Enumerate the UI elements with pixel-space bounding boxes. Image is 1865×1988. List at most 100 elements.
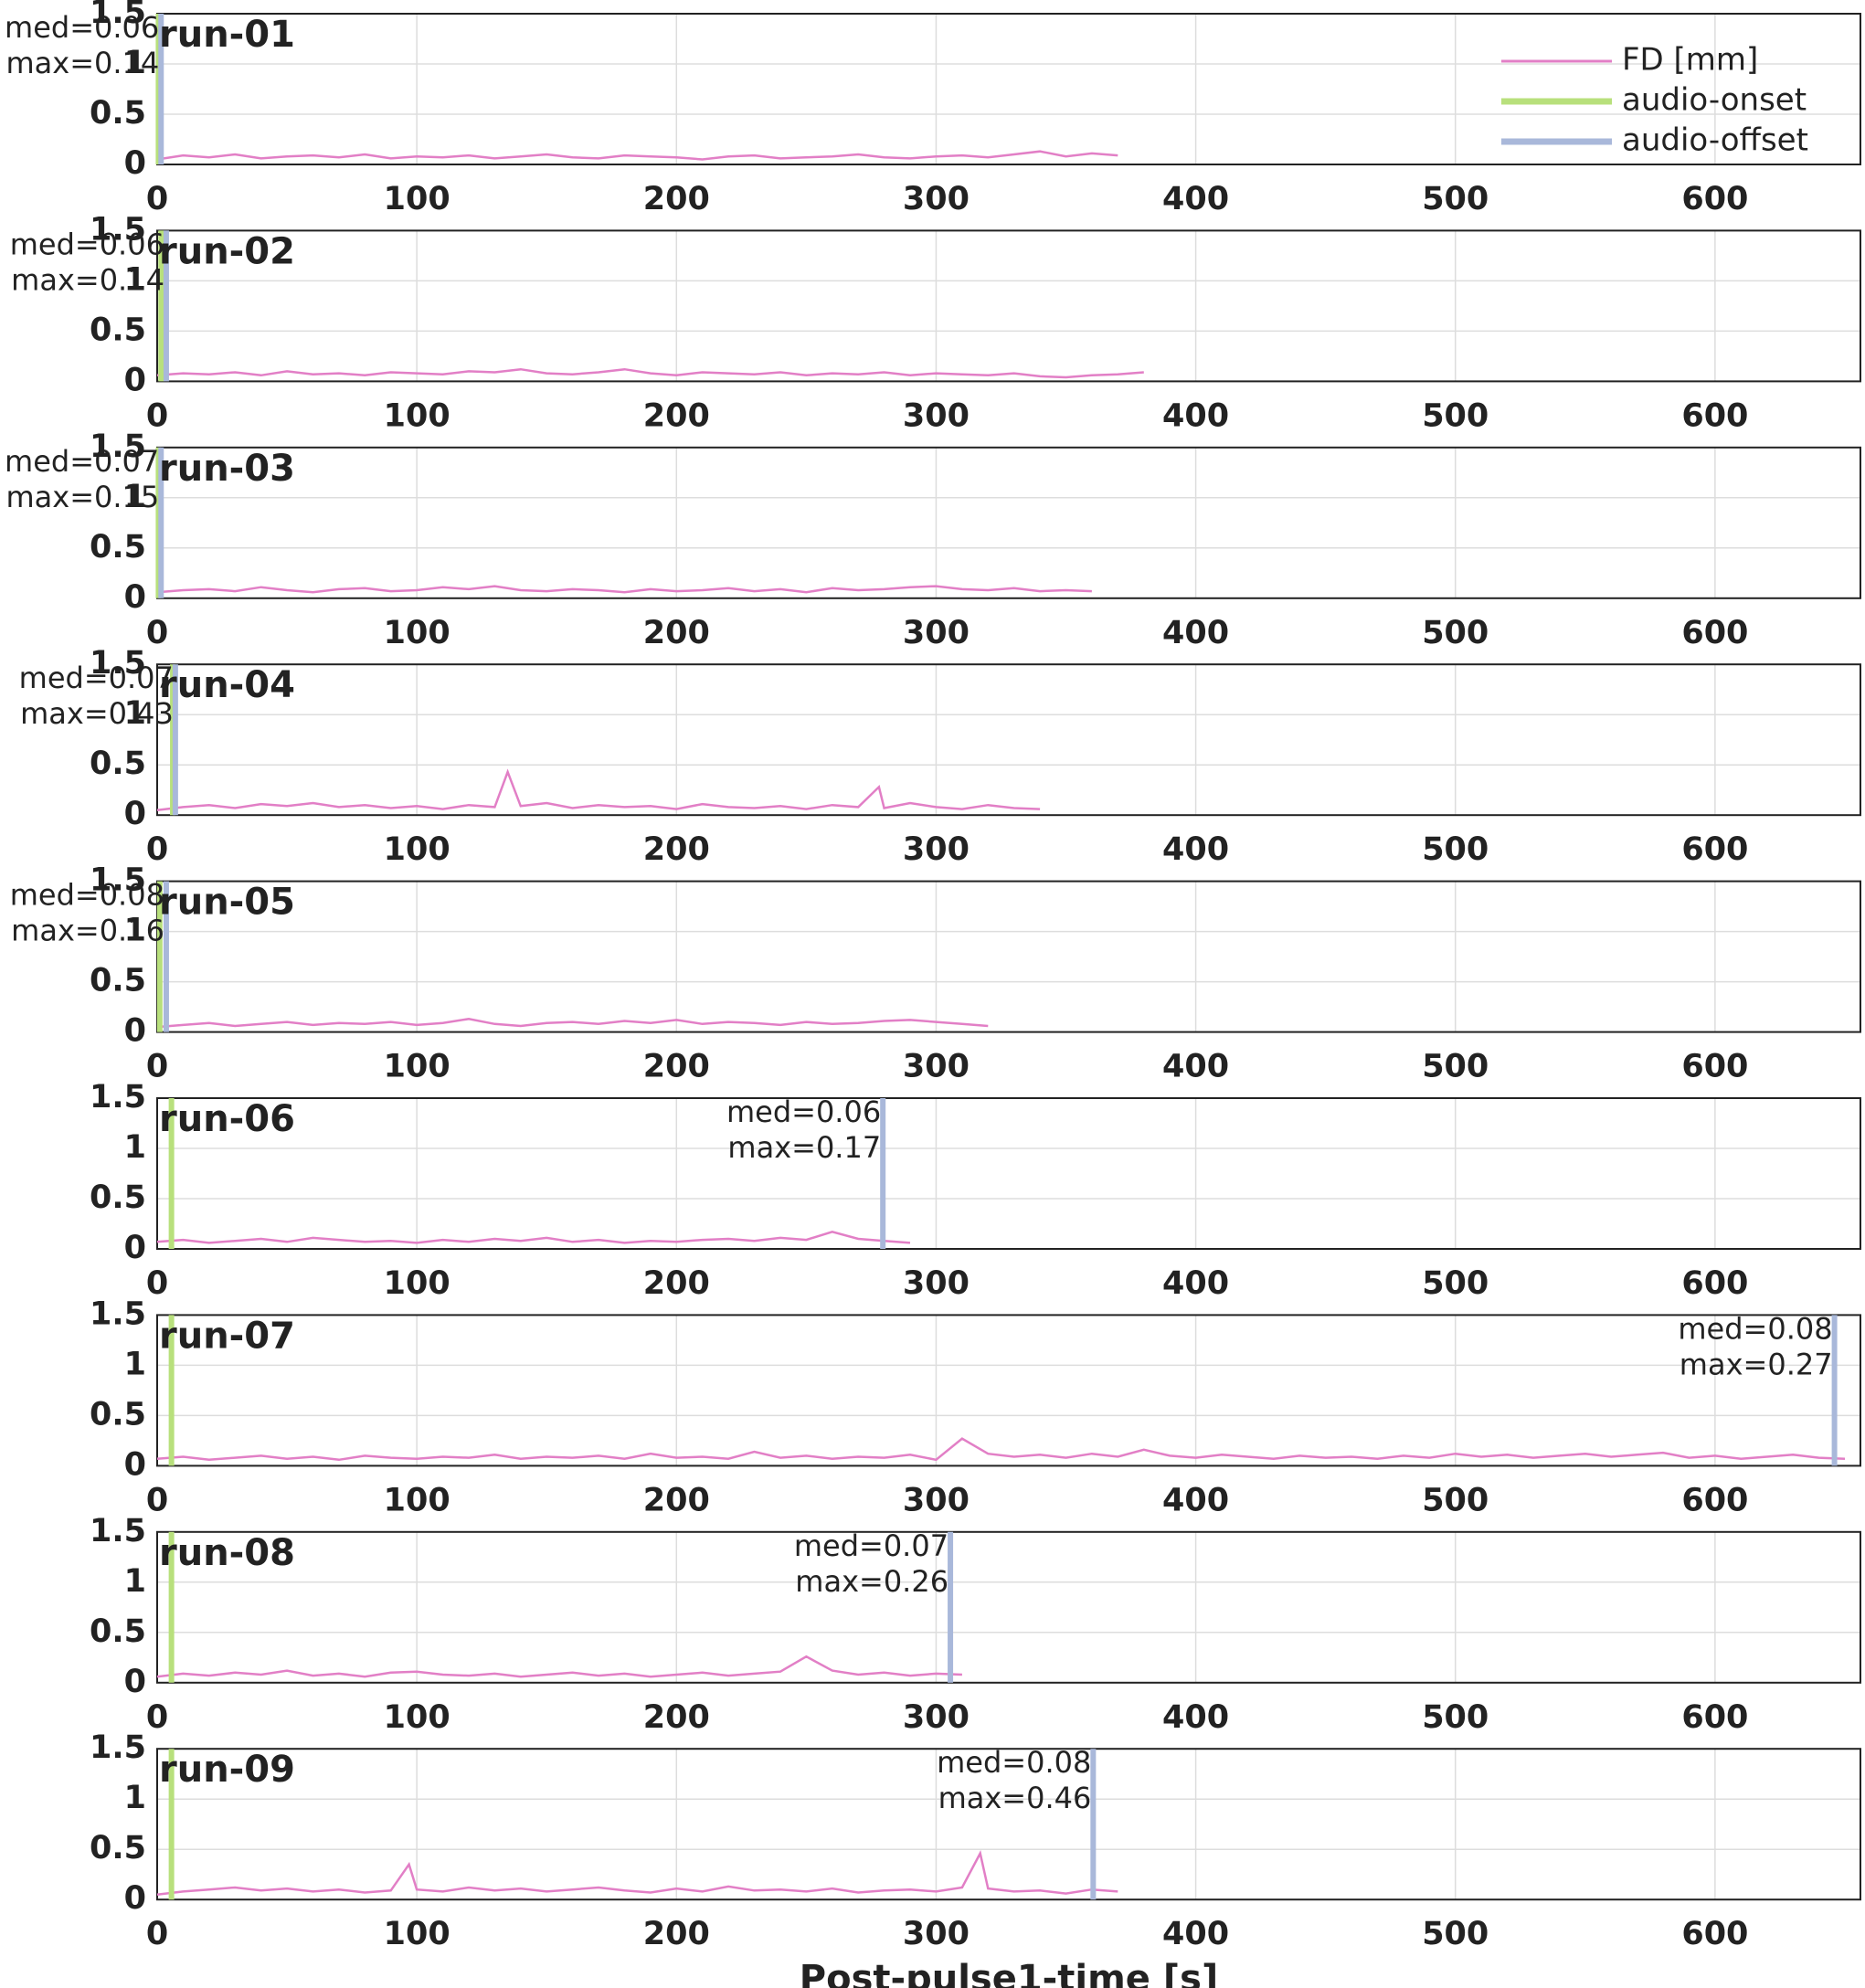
x-tick-label: 600 — [1681, 1482, 1748, 1518]
y-tick-label: 1.5 — [90, 862, 146, 899]
fd-line — [156, 367, 1144, 379]
x-tick-label: 400 — [1162, 397, 1229, 434]
plot-area — [157, 447, 1860, 598]
x-tick-label: 400 — [1162, 831, 1229, 868]
panel-title: run-07 — [159, 1315, 295, 1357]
annotation: med=0.07 — [5, 444, 159, 479]
x-tick-label: 400 — [1162, 1699, 1229, 1736]
x-tick-label: 400 — [1162, 1916, 1229, 1952]
y-tick-label: 0 — [124, 579, 146, 616]
plot-area — [157, 230, 1860, 382]
legend-label: audio-offset — [1622, 122, 1808, 159]
x-tick-label: 100 — [384, 1482, 450, 1518]
x-tick-label: 0 — [146, 1699, 168, 1736]
y-tick-label: 1 — [124, 45, 146, 81]
x-tick-label: 300 — [903, 1916, 970, 1952]
x-tick-label: 300 — [903, 397, 970, 434]
y-tick-label: 1 — [124, 913, 146, 949]
panel-title: run-08 — [159, 1532, 295, 1574]
y-tick-label: 0 — [124, 145, 146, 182]
fd-line — [156, 1230, 911, 1244]
plot-frame — [156, 1748, 1861, 1901]
annotation: max=0.46 — [938, 1781, 1092, 1815]
panel-title: run-06 — [159, 1098, 295, 1140]
annotation: med=0.08 — [1678, 1311, 1832, 1346]
x-tick-label: 100 — [384, 1916, 450, 1952]
y-tick-label: 1.5 — [90, 211, 146, 248]
annotation: max=0.14 — [5, 46, 159, 80]
x-tick-label: 100 — [384, 181, 450, 217]
y-tick-label: 0 — [124, 796, 146, 832]
panel-title: run-01 — [159, 14, 295, 56]
plot-area — [157, 664, 1860, 816]
y-tick-label: 0.5 — [90, 529, 146, 566]
annotation: max=0.15 — [5, 480, 159, 514]
x-tick-label: 200 — [643, 1482, 710, 1518]
x-tick-label: 200 — [643, 1916, 710, 1952]
x-tick-label: 200 — [643, 1265, 710, 1302]
y-tick-label: 0.5 — [90, 1179, 146, 1216]
legend-label: audio-onset — [1622, 82, 1807, 119]
panel-title: run-04 — [159, 664, 295, 706]
x-tick-label: 300 — [903, 831, 970, 868]
annotation: max=0.26 — [795, 1564, 948, 1599]
annotation: med=0.06 — [10, 227, 164, 261]
annotation: max=0.16 — [11, 914, 164, 948]
y-tick-label: 1 — [124, 695, 146, 732]
y-tick-label: 0.5 — [90, 95, 146, 132]
x-axis-label: Post-pulse1-time [s] — [800, 1958, 1218, 1988]
x-tick-label: 300 — [903, 1482, 970, 1518]
y-tick-label: 1.5 — [90, 0, 146, 31]
plot-frame — [156, 1314, 1861, 1467]
annotation: max=0.14 — [11, 262, 164, 297]
x-tick-label: 100 — [384, 1699, 450, 1736]
x-tick-label: 100 — [384, 397, 450, 434]
x-tick-label: 600 — [1681, 1916, 1748, 1952]
x-tick-label: 300 — [903, 615, 970, 651]
x-tick-label: 0 — [146, 615, 168, 651]
annotation: med=0.07 — [794, 1528, 948, 1563]
y-tick-label: 0 — [124, 1664, 146, 1700]
x-tick-label: 300 — [903, 1265, 970, 1302]
fd-line — [156, 1850, 1118, 1896]
y-tick-label: 1 — [124, 261, 146, 298]
plot-frame — [156, 1097, 1861, 1250]
x-tick-label: 0 — [146, 1482, 168, 1518]
x-tick-label: 500 — [1422, 1916, 1489, 1952]
x-tick-label: 600 — [1681, 1049, 1748, 1085]
panel-title: run-03 — [159, 448, 295, 490]
x-tick-label: 400 — [1162, 181, 1229, 217]
x-tick-label: 300 — [903, 181, 970, 217]
fd-line — [156, 768, 1041, 811]
legend-label: FD [mm] — [1622, 42, 1758, 79]
x-tick-label: 600 — [1681, 181, 1748, 217]
x-tick-label: 0 — [146, 831, 168, 868]
plot-frame — [156, 1530, 1861, 1684]
y-tick-label: 0 — [124, 1013, 146, 1050]
y-tick-label: 1 — [124, 1780, 146, 1816]
y-tick-label: 0 — [124, 362, 146, 398]
y-tick-label: 0.5 — [90, 1396, 146, 1433]
x-tick-label: 600 — [1681, 1699, 1748, 1736]
x-tick-label: 0 — [146, 1916, 168, 1952]
x-tick-label: 500 — [1422, 1699, 1489, 1736]
x-tick-label: 400 — [1162, 1049, 1229, 1085]
fd-line — [156, 1655, 962, 1678]
y-tick-label: 1.5 — [90, 645, 146, 682]
y-tick-label: 0.5 — [90, 312, 146, 348]
annotation: med=0.07 — [19, 661, 174, 695]
annotation: max=0.17 — [727, 1130, 881, 1165]
x-tick-label: 200 — [643, 615, 710, 651]
plot-area — [157, 1315, 1860, 1466]
y-tick-label: 0 — [124, 1446, 146, 1483]
x-tick-label: 300 — [903, 1049, 970, 1085]
x-tick-label: 500 — [1422, 1482, 1489, 1518]
plot-frame — [156, 229, 1861, 383]
x-tick-label: 600 — [1681, 615, 1748, 651]
plot-frame — [156, 663, 1861, 817]
x-tick-label: 500 — [1422, 831, 1489, 868]
x-tick-label: 0 — [146, 1265, 168, 1302]
x-tick-label: 0 — [146, 1049, 168, 1085]
x-tick-label: 300 — [903, 1699, 970, 1736]
fd-line — [156, 1018, 989, 1029]
